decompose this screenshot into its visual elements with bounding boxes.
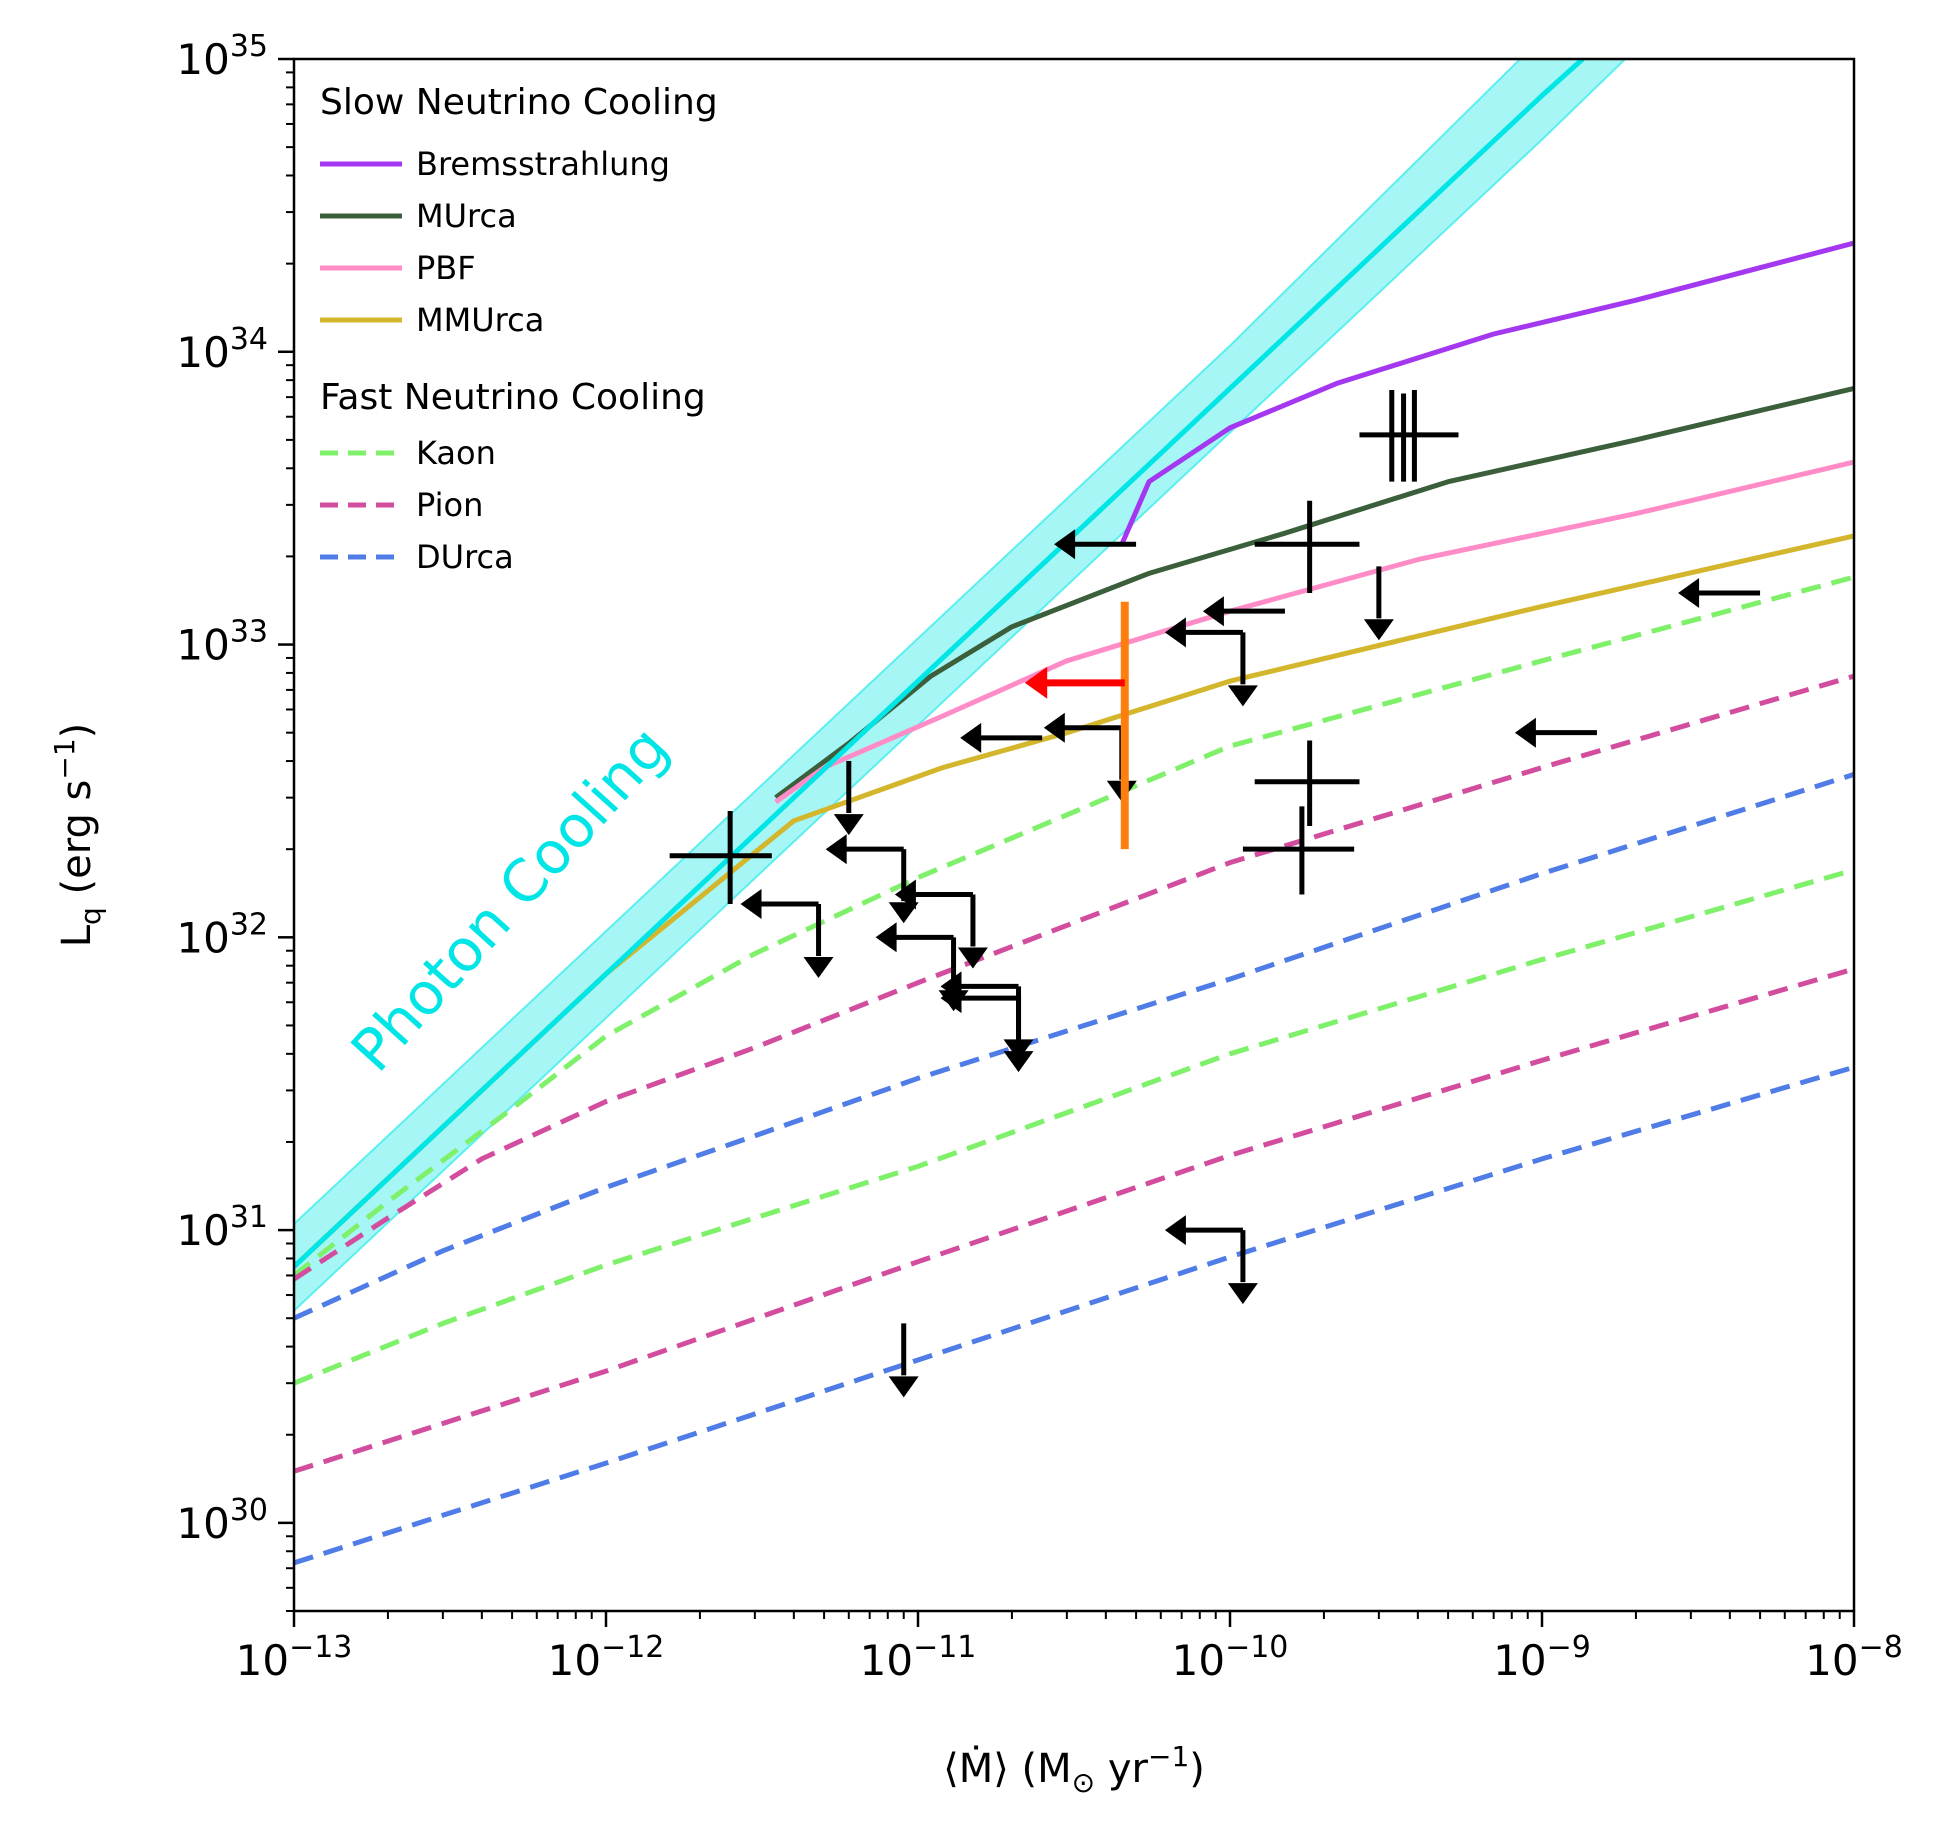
legend-heading-slow: Slow Neutrino Cooling [320,82,718,123]
highlighted-source-arrowhead [1024,666,1048,699]
x-axis-title: ⟨Ṁ⟩ (M⊙ yr−1) [943,1740,1205,1799]
series-line-pion-lower [294,966,1854,1474]
corner-limit-left-head [1043,712,1065,743]
y-upper-limit-arrowhead [1363,619,1394,641]
y-tick-label: 1033 [176,615,268,670]
y-tick-label: 1030 [176,1493,268,1548]
x-upper-limit-arrowhead [1514,717,1536,748]
x-tick-label: 10−10 [1172,1630,1289,1685]
series-line-durca-lower [294,1064,1854,1566]
corner-limit-down-head [1227,1283,1258,1305]
y-upper-limit-arrowhead [888,1376,919,1398]
corner-limit-down-head [1227,685,1258,707]
x-tick-label: 10−9 [1493,1630,1591,1685]
legend: Slow Neutrino Cooling Bremsstrahlung MUrc… [320,82,718,576]
corner-limit-left-head [1164,1215,1186,1246]
series-line-kaon-lower [294,867,1854,1386]
legend-label-mmurca: MMUrca [416,301,544,339]
corner-limit-down-head [957,947,988,969]
corner-limit-left-head [894,879,916,910]
corner-limit-left-head [940,983,962,1014]
y-tick-label: 1032 [176,907,268,962]
x-upper-limit-arrowhead [1678,578,1700,608]
photon-cooling-band [294,59,1627,1313]
source-markers [669,390,1761,1398]
x-upper-limit-arrowhead [960,722,982,753]
y-tick-label: 1031 [176,1200,268,1255]
legend-label-bremsstrahlung: Bremsstrahlung [416,145,670,183]
photon-band-fill [294,59,1627,1313]
corner-limit-left-head [825,834,847,865]
series-line-mmurca [294,533,1854,1269]
corner-limit-left-head [1164,617,1186,648]
corner-limit-left-head [740,889,762,919]
x-tick-label: 10−12 [548,1630,665,1685]
cooling-curves [294,59,1854,1566]
x-upper-limit-arrowhead [1202,596,1224,627]
y-upper-limit-arrowhead [833,814,864,836]
series-line-pbf [774,459,1854,804]
series-line-bremsstrahlung [1119,240,1854,546]
axis-ticks [278,57,1856,1627]
corner-limit-down-head [888,902,919,924]
series-line-durca-upper [294,772,1854,1321]
legend-label-kaon: Kaon [416,434,496,472]
y-axis-title: Lq (erg s−1) [48,723,107,948]
plot-frame [292,57,1856,1613]
legend-label-pion: Pion [416,486,483,524]
corner-limit-down-head [1003,1051,1034,1073]
photon-band-center-line [294,59,1585,1269]
legend-label-pbf: PBF [416,249,476,287]
series-line-pion-upper [294,673,1854,1282]
corner-limit-left-head [875,922,897,953]
tick-labels: 10−13 10−12 10−11 10−10 10−9 10−8 1030 1031 1032… [176,29,1902,1685]
series-line-kaon-upper [294,574,1854,1278]
y-tick-label: 1034 [176,322,268,377]
corner-limit-down-head [803,957,834,978]
legend-label-durca: DUrca [416,538,514,576]
x-tick-label: 10−13 [236,1630,353,1685]
x-tick-label: 10−8 [1805,1630,1903,1685]
y-tick-label: 1035 [176,29,268,84]
x-upper-limit-arrowhead [1054,529,1076,560]
legend-heading-fast: Fast Neutrino Cooling [320,377,706,418]
x-tick-label: 10−11 [860,1630,977,1685]
legend-label-murca: MUrca [416,197,517,235]
